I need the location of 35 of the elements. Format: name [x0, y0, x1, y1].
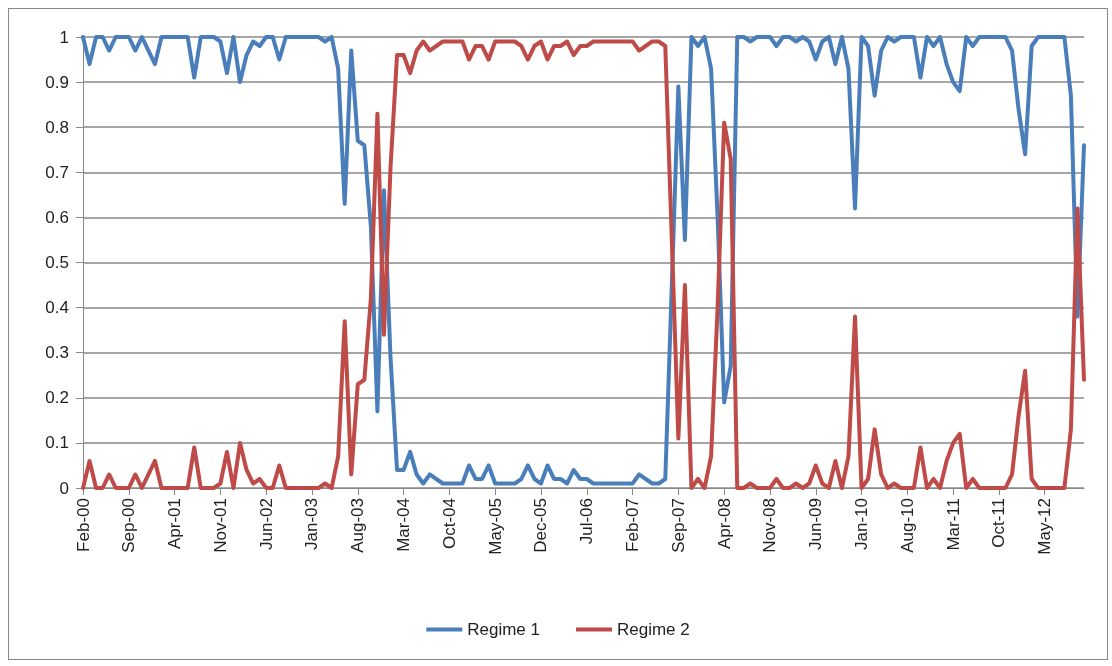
- y-tick-label: 1: [59, 27, 69, 47]
- y-tick-label: 0.1: [45, 433, 69, 453]
- x-tick-label: Jun-09: [806, 498, 826, 550]
- y-tick-label: 0.2: [45, 388, 69, 408]
- legend-label: Regime 1: [467, 620, 541, 639]
- x-tick-label: Sep-00: [119, 498, 139, 553]
- x-tick-label: Sep-07: [668, 498, 688, 553]
- x-tick-label: May-05: [485, 498, 505, 555]
- x-tick-label: Apr-01: [165, 498, 185, 550]
- x-tick-label: Jan-03: [302, 498, 322, 550]
- x-tick-label: Aug-03: [348, 498, 368, 553]
- y-tick-label: 0.9: [45, 72, 69, 92]
- y-tick-label: 0.7: [45, 162, 69, 182]
- y-tick-label: 0: [59, 478, 69, 498]
- x-tick-label: Nov-01: [210, 498, 230, 553]
- x-tick-label: Nov-08: [760, 498, 780, 553]
- x-tick-label: Jan-10: [852, 498, 872, 550]
- x-tick-label: Feb-00: [73, 498, 93, 552]
- x-tick-label: Jul-06: [577, 498, 597, 545]
- x-tick-label: Oct-04: [439, 498, 459, 550]
- legend-label: Regime 2: [617, 620, 690, 639]
- x-tick-label: Aug-10: [897, 498, 917, 553]
- x-tick-label: Dec-05: [531, 498, 551, 553]
- x-tick-label: Oct-11: [989, 498, 1009, 548]
- x-tick-label: Feb-07: [623, 498, 643, 552]
- y-tick-label: 0.8: [45, 117, 69, 137]
- x-tick-label: Mar-04: [394, 498, 414, 552]
- x-tick-label: Jun-02: [256, 498, 276, 550]
- y-tick-label: 0.4: [45, 298, 69, 318]
- x-tick-label: Mar-11: [943, 498, 963, 551]
- y-tick-label: 0.5: [45, 253, 69, 272]
- y-tick-label: 0.6: [45, 207, 69, 227]
- x-tick-label: Apr-08: [714, 498, 734, 550]
- x-tick-label: May-12: [1035, 498, 1055, 555]
- y-tick-label: 0.3: [45, 343, 69, 363]
